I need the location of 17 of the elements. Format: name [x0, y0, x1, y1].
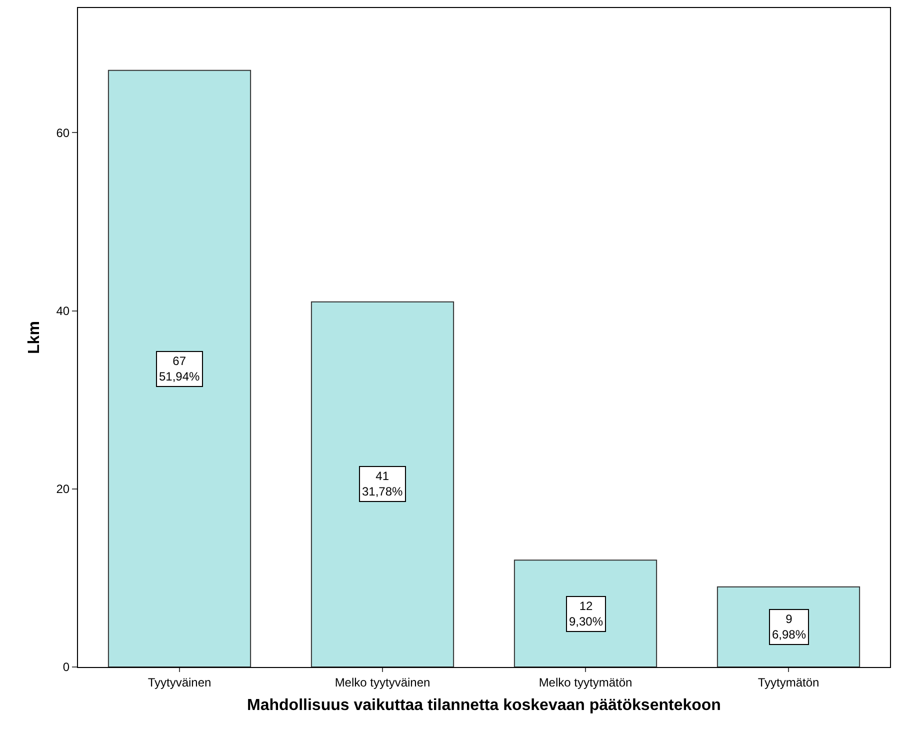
y-axis-title: Lkm — [26, 321, 44, 354]
data-label: 41 31,78% — [362, 469, 404, 499]
x-tick-label: Melko tyytymätön — [538, 675, 632, 690]
x-tick-label: Tyytyväinen — [148, 675, 212, 690]
data-label: 12 9,30% — [569, 599, 604, 629]
bar — [310, 301, 454, 667]
data-label: 67 51,94% — [159, 354, 200, 384]
x-tick-label: Tyytymätön — [758, 675, 820, 690]
data-label: 9 6,98% — [772, 612, 806, 642]
y-tick-label: 0 — [62, 660, 70, 674]
x-axis-title: Mahdollisuus vaikuttaa tilannetta koskevaan päätöksentekoon — [247, 697, 721, 714]
y-tick-label: 40 — [56, 304, 70, 318]
y-tick-label: 60 — [56, 126, 70, 140]
bar — [108, 70, 252, 667]
x-tick-label: Melko tyytyväinen — [334, 675, 430, 690]
bar — [514, 560, 658, 667]
y-tick-label: 20 — [56, 482, 70, 496]
